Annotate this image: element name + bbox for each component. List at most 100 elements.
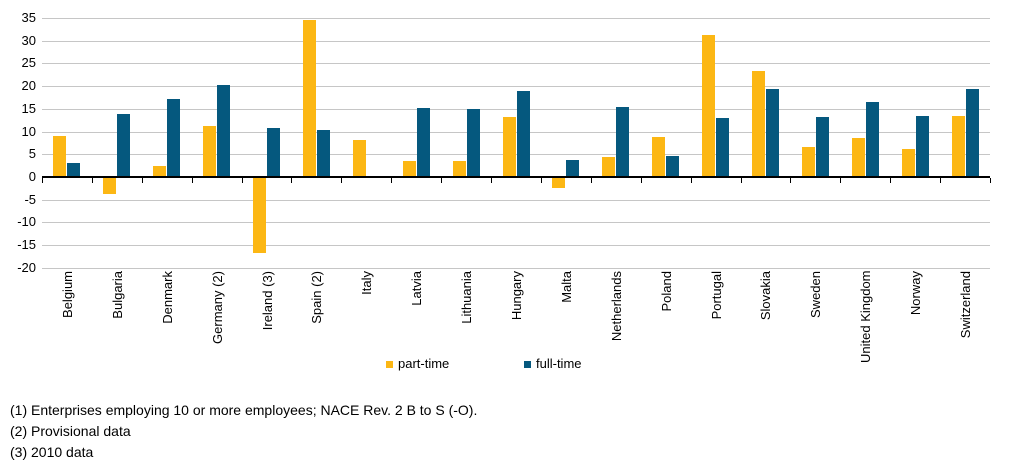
gridline-5	[42, 154, 990, 155]
x-axis-tick	[591, 178, 592, 183]
x-axis-tick	[441, 178, 442, 183]
y-tick-label-25: 25	[21, 55, 36, 70]
bar-part-time-spain	[303, 20, 316, 177]
footnote-3: (3) 2010 data	[10, 444, 94, 460]
bar-part-time-portugal	[702, 34, 715, 177]
x-axis-tick	[790, 178, 791, 183]
bar-part-time-switzerland	[952, 115, 965, 177]
x-axis-tick	[242, 178, 243, 183]
x-axis-tick	[92, 178, 93, 183]
x-category-label-portugal: Portugal	[709, 271, 724, 320]
x-axis-tick	[691, 178, 692, 183]
bar-full-time-norway	[916, 116, 929, 177]
x-category-label-norway: Norway	[908, 271, 923, 316]
bar-full-time-lithuania	[467, 109, 480, 177]
bar-full-time-united-kingdom	[866, 102, 879, 177]
bar-part-time-germany	[203, 125, 216, 177]
x-category-label-ireland: Ireland (3)	[260, 271, 275, 331]
x-category-label-denmark: Denmark	[160, 271, 175, 324]
x-category-label-germany: Germany (2)	[210, 271, 225, 344]
footnote-1: (1) Enterprises employing 10 or more emp…	[10, 402, 478, 418]
x-category-label-belgium: Belgium	[60, 271, 75, 318]
gridline-20	[42, 86, 990, 87]
y-tick-label-0: 0	[28, 169, 36, 184]
x-category-label-lithuania: Lithuania	[459, 271, 474, 324]
footnote-2: (2) Provisional data	[10, 423, 131, 439]
x-category-label-sweden: Sweden	[808, 271, 823, 318]
bar-part-time-slovakia	[752, 70, 765, 177]
bar-part-time-belgium	[53, 136, 66, 177]
x-category-label-netherlands: Netherlands	[609, 271, 624, 342]
x-axis-tick	[42, 178, 43, 183]
legend-swatch-part-time	[386, 360, 393, 368]
y-tick-label--5: -5	[24, 192, 36, 207]
gridline-35	[42, 18, 990, 19]
bar-full-time-germany	[217, 84, 230, 177]
bar-full-time-denmark	[167, 98, 180, 177]
bar-part-time-united-kingdom	[852, 137, 865, 177]
footnotes: (1) Enterprises employing 10 or more emp…	[10, 400, 477, 463]
x-axis-tick	[641, 178, 642, 183]
bar-part-time-denmark	[153, 165, 166, 177]
legend-label-part-time: part-time	[398, 356, 450, 371]
bar-full-time-sweden	[816, 117, 829, 177]
bar-full-time-malta	[566, 160, 579, 177]
x-axis-tick	[291, 178, 292, 183]
y-tick-label-35: 35	[21, 10, 36, 25]
bar-full-time-ireland	[267, 128, 280, 177]
x-category-label-malta: Malta	[559, 271, 574, 303]
bar-full-time-belgium	[67, 162, 80, 177]
y-tick-label-15: 15	[21, 101, 36, 116]
legend-label-full-time: full-time	[536, 356, 582, 371]
x-category-label-switzerland: Switzerland	[958, 271, 973, 339]
y-tick-label--10: -10	[17, 214, 36, 229]
bar-full-time-spain	[317, 130, 330, 177]
x-axis-tick	[890, 178, 891, 183]
bar-part-time-norway	[902, 148, 915, 177]
gridline--20	[42, 268, 990, 269]
gridline-30	[42, 41, 990, 42]
gridline-15	[42, 109, 990, 110]
x-category-label-bulgaria: Bulgaria	[110, 271, 125, 319]
x-axis-tick	[541, 178, 542, 183]
bar-part-time-netherlands	[602, 157, 615, 177]
gridline--5	[42, 200, 990, 201]
legend-swatch-full-time	[524, 360, 531, 368]
x-axis-line	[42, 176, 990, 178]
x-category-label-spain: Spain (2)	[309, 271, 324, 324]
y-tick-label--15: -15	[17, 237, 36, 252]
x-axis-tick	[192, 178, 193, 183]
bar-part-time-lithuania	[453, 161, 466, 177]
bar-part-time-latvia	[403, 161, 416, 177]
x-axis-tick	[940, 178, 941, 183]
bar-part-time-malta	[552, 178, 565, 189]
gridline-10	[42, 132, 990, 133]
bar-part-time-hungary	[503, 116, 516, 177]
bar-full-time-switzerland	[966, 88, 979, 177]
bar-full-time-slovakia	[766, 88, 779, 177]
x-category-label-slovakia: Slovakia	[758, 271, 773, 321]
x-axis-tick	[142, 178, 143, 183]
y-tick-label-10: 10	[21, 124, 36, 139]
y-tick-label--20: -20	[17, 260, 36, 275]
legend-item-full-time: full-time	[524, 357, 582, 371]
bar-part-time-poland	[652, 137, 665, 177]
bar-full-time-bulgaria	[117, 113, 130, 177]
x-axis-tick	[341, 178, 342, 183]
bar-full-time-poland	[666, 156, 679, 177]
x-axis-tick	[741, 178, 742, 183]
x-category-label-hungary: Hungary	[509, 271, 524, 321]
x-axis-tick	[391, 178, 392, 183]
gridline--10	[42, 222, 990, 223]
bar-part-time-sweden	[802, 147, 815, 177]
bar-full-time-portugal	[716, 118, 729, 177]
bar-part-time-ireland	[253, 178, 266, 253]
x-axis-tick	[840, 178, 841, 183]
y-tick-label-5: 5	[28, 146, 36, 161]
bar-part-time-italy	[353, 139, 366, 177]
x-axis-tick	[491, 178, 492, 183]
bar-full-time-netherlands	[616, 106, 629, 177]
x-category-label-italy: Italy	[359, 271, 374, 295]
x-category-label-poland: Poland	[659, 271, 674, 312]
